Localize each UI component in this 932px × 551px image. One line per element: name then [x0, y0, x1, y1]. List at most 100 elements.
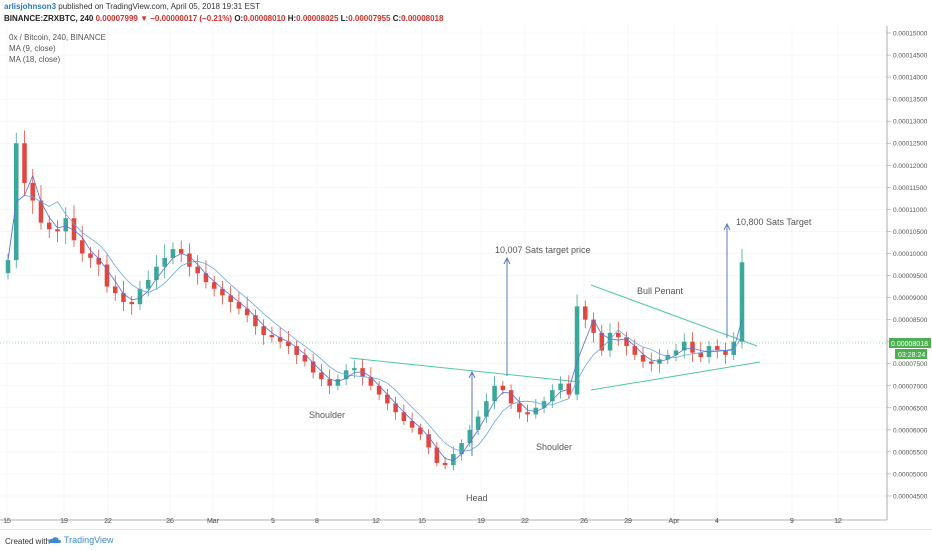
- annotation-target-2: 10,800 Sats Target: [736, 217, 812, 227]
- x-tick-label: 26: [580, 518, 588, 525]
- target-2-arrow-head: [723, 222, 731, 231]
- candle-body: [310, 361, 316, 373]
- y-tick-label: 0.00010000: [893, 251, 928, 258]
- tradingview-brand[interactable]: TradingView: [48, 535, 114, 545]
- candle-body: [244, 308, 250, 316]
- candle-body: [178, 249, 184, 254]
- trendline-pennant-bottom: [590, 361, 761, 391]
- candle-body: [739, 262, 745, 342]
- price-chart[interactable]: Shoulder Head Shoulder 10,007 Sats target p…: [0, 26, 932, 529]
- high-label: H:: [287, 14, 297, 23]
- annotation-target-1: 10,007 Sats target price: [495, 245, 591, 255]
- candle-body: [599, 332, 605, 351]
- candle-body: [393, 403, 398, 413]
- candle-body: [418, 427, 423, 435]
- target-1-arrow-head: [503, 256, 511, 265]
- open-value: 0.00008010: [243, 14, 286, 23]
- y-tick-label: 0.00012000: [893, 163, 928, 170]
- candle-body: [294, 346, 299, 355]
- y-tick-label: 0.00006000: [893, 427, 928, 434]
- legend: 0x / Bitcoin, 240, BINANCE MA (9, close)…: [9, 32, 106, 65]
- head-measure-arrow-head: [468, 370, 476, 379]
- candle-body: [360, 368, 365, 377]
- cloud-icon: [48, 537, 62, 543]
- candle-body: [170, 249, 176, 258]
- publish-line: arlisjohnson3 published on TradingView.c…: [4, 2, 260, 11]
- y-tick-label: 0.00015000: [893, 31, 928, 38]
- symbol-label: BINANCE:ZRXBTC, 240: [4, 14, 94, 23]
- candle-body: [508, 390, 514, 404]
- time-axis[interactable]: 15 19 22 26 Mar 5 8 12 15 19 22 26 29 Apr 4 9 12: [3, 518, 842, 525]
- candle-body: [269, 335, 275, 338]
- low-label: L:: [340, 14, 349, 23]
- y-tick-label: 0.00011500: [893, 185, 927, 192]
- candle-body: [195, 266, 200, 274]
- x-tick-label: 5: [271, 518, 275, 525]
- x-tick-label: 29: [624, 518, 632, 525]
- candle-body: [682, 341, 687, 351]
- candle-body: [640, 354, 646, 362]
- candle-body: [368, 376, 374, 386]
- candle-body: [187, 253, 192, 267]
- legend-title[interactable]: 0x / Bitcoin, 240, BINANCE: [9, 33, 106, 42]
- candle-body: [500, 385, 506, 391]
- legend-ma-slow[interactable]: MA (18, close): [9, 55, 61, 64]
- down-arrow-icon: ▼: [140, 14, 148, 23]
- annotation-head: Head: [466, 493, 488, 503]
- x-tick-label: 22: [104, 518, 112, 525]
- last-price: 0.00007999: [95, 14, 138, 23]
- candle-body: [5, 260, 11, 274]
- candle-body: [145, 279, 151, 289]
- candle-body: [385, 394, 390, 404]
- candle-body: [63, 218, 68, 232]
- y-tick-label: 0.00005000: [893, 471, 928, 478]
- candle-body: [558, 383, 563, 391]
- x-tick-label: 9: [790, 518, 794, 525]
- candle-body: [698, 352, 704, 358]
- plot-background: [0, 26, 887, 519]
- candle-body: [286, 341, 291, 347]
- y-tick-label: 0.00007000: [893, 383, 928, 390]
- candle-body: [79, 240, 85, 254]
- candle-body: [302, 354, 308, 362]
- trendlines: [349, 284, 761, 391]
- annotation-shoulder-right: Shoulder: [536, 442, 572, 452]
- ma-fast-line: [7, 174, 743, 462]
- x-tick-label: 19: [477, 518, 485, 525]
- candle-body: [467, 429, 473, 444]
- y-tick-label: 0.00009500: [893, 273, 928, 280]
- candle-body: [211, 282, 217, 289]
- candle-body: [409, 421, 415, 428]
- y-tick-label: 0.00012500: [893, 141, 928, 148]
- legend-ma-fast[interactable]: MA (9, close): [9, 44, 56, 53]
- x-tick-label: 19: [60, 518, 68, 525]
- x-tick-label: 4: [715, 518, 719, 525]
- x-tick-label: Apr: [669, 518, 681, 525]
- candle-body: [55, 229, 60, 232]
- candle-body: [203, 273, 209, 283]
- candle-body: [162, 257, 167, 267]
- candle-body: [261, 326, 266, 336]
- candle-body: [88, 253, 93, 258]
- author-link[interactable]: arlisjohnson3: [4, 2, 57, 11]
- candle-body: [104, 264, 110, 287]
- candle-body: [277, 337, 283, 342]
- moving-averages: [7, 174, 743, 462]
- candle-body: [319, 372, 324, 380]
- candle-body: [723, 350, 728, 355]
- candle-body: [451, 454, 456, 466]
- candle-body: [492, 385, 497, 402]
- y-tick-label: 0.00004500: [893, 494, 928, 501]
- footer: Created with TradingView: [0, 529, 932, 551]
- candle-body: [442, 462, 448, 466]
- publish-info: published on TradingView.com, April 05, …: [56, 2, 260, 11]
- ohlc-line: BINANCE:ZRXBTC, 240 0.00007999 ▼ −0.0000…: [4, 14, 443, 23]
- candle-body: [434, 447, 440, 463]
- x-tick-label: 12: [834, 518, 842, 525]
- price-axis[interactable]: 0.00015000 0.00014500 0.00014000 0.00013500…: [887, 31, 928, 501]
- trendline-neckline: [349, 357, 581, 383]
- candle-body: [30, 182, 36, 201]
- x-tick-label: 22: [521, 518, 529, 525]
- ma-slow-line: [7, 194, 743, 452]
- y-tick-label: 0.00009000: [893, 295, 928, 302]
